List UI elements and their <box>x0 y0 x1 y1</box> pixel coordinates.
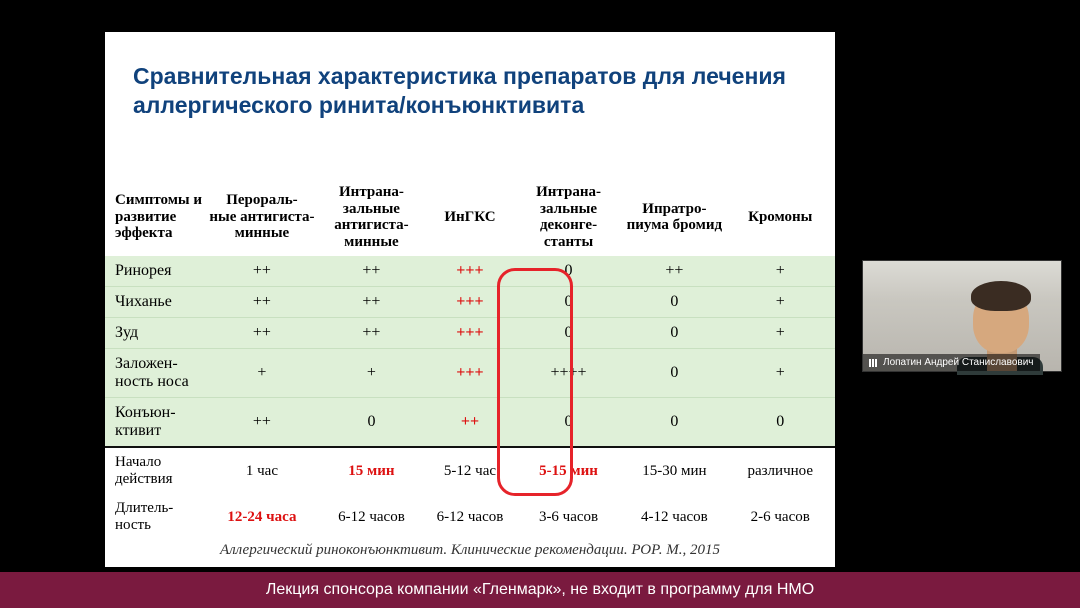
table-cell: ++ <box>317 318 427 349</box>
table-cell: 15 мин <box>317 447 427 494</box>
table-cell: +++ <box>426 256 514 287</box>
table-header-cell: Симптомы и развитие эффекта <box>105 178 207 256</box>
table-cell: 0 <box>514 318 624 349</box>
row-label-cell: Чиханье <box>105 287 207 318</box>
table-cell: 4-12 часов <box>623 494 725 540</box>
table-cell: + <box>725 287 835 318</box>
signal-bars-icon <box>869 359 879 367</box>
table-cell: 0 <box>623 287 725 318</box>
table-cell: + <box>317 349 427 398</box>
table-cell: 6-12 часов <box>426 494 514 540</box>
table-cell: 0 <box>514 287 624 318</box>
row-label-cell: Зуд <box>105 318 207 349</box>
table-cell: + <box>725 349 835 398</box>
sponsor-banner: Лекция спонсора компании «Гленмарк», не … <box>0 572 1080 608</box>
table-cell: +++ <box>426 349 514 398</box>
table-cell: ++ <box>317 287 427 318</box>
slide-title-band: Сравнительная характеристика препаратов … <box>105 32 835 167</box>
row-label-cell: Ринорея <box>105 256 207 287</box>
table-cell: 3-6 часов <box>514 494 624 540</box>
row-label-cell: Длитель-ность <box>105 494 207 540</box>
table-cell: 0 <box>317 398 427 448</box>
table-row: Начало действия1 час15 мин5-12 час5-15 м… <box>105 447 835 494</box>
table-row: Зуд+++++++00+ <box>105 318 835 349</box>
table-cell: ++ <box>207 398 317 448</box>
table-cell: ++ <box>207 318 317 349</box>
table-cell: ++++ <box>514 349 624 398</box>
table-cell: ++ <box>317 256 427 287</box>
table-cell: ++ <box>207 287 317 318</box>
table-cell: 15-30 мин <box>623 447 725 494</box>
table-cell: ++ <box>207 256 317 287</box>
table-cell: 0 <box>623 349 725 398</box>
table-header-cell: Интрана-зальные антигиста-минные <box>317 178 427 256</box>
table-cell: 5-12 час <box>426 447 514 494</box>
table-cell: + <box>725 318 835 349</box>
table-cell: +++ <box>426 318 514 349</box>
row-label-cell: Конъюн-ктивит <box>105 398 207 448</box>
table-row: Заложен-ность носа+++++++++0+ <box>105 349 835 398</box>
table-row: Конъюн-ктивит++0++000 <box>105 398 835 448</box>
slide-title: Сравнительная характеристика препаратов … <box>133 62 807 120</box>
citation: Аллергический риноконъюнктивит. Клиничес… <box>105 542 835 559</box>
speaker-video-thumbnail[interactable]: Лопатин Андрей Станиславович <box>862 260 1062 372</box>
row-label-cell: Начало действия <box>105 447 207 494</box>
speaker-name: Лопатин Андрей Станиславович <box>883 357 1034 368</box>
table-header-cell: Интрана-зальные деконге-станты <box>514 178 624 256</box>
sponsor-banner-text: Лекция спонсора компании «Гленмарк», не … <box>266 581 814 598</box>
table-header-row: Симптомы и развитие эффектаПерораль-ные … <box>105 178 835 256</box>
table-cell: различное <box>725 447 835 494</box>
table-cell: + <box>725 256 835 287</box>
presentation-slide: Сравнительная характеристика препаратов … <box>105 32 835 567</box>
table-cell: 0 <box>514 256 624 287</box>
table-cell: + <box>207 349 317 398</box>
table-cell: 0 <box>725 398 835 448</box>
table-cell: ++ <box>623 256 725 287</box>
table-cell: 1 час <box>207 447 317 494</box>
table-cell: +++ <box>426 287 514 318</box>
table-row: Ринорея+++++++0+++ <box>105 256 835 287</box>
row-label-cell: Заложен-ность носа <box>105 349 207 398</box>
table-row: Длитель-ность12-24 часа6-12 часов6-12 ча… <box>105 494 835 540</box>
table-header-cell: Кромоны <box>725 178 835 256</box>
table-cell: 0 <box>623 398 725 448</box>
speaker-name-tag: Лопатин Андрей Станиславович <box>863 354 1040 371</box>
video-frame: Сравнительная характеристика препаратов … <box>0 0 1080 608</box>
table-row: Чиханье+++++++00+ <box>105 287 835 318</box>
table-cell: 12-24 часа <box>207 494 317 540</box>
table-cell: 6-12 часов <box>317 494 427 540</box>
table-header-cell: Перораль-ные антигиста-минные <box>207 178 317 256</box>
comparison-table: Симптомы и развитие эффектаПерораль-ные … <box>105 178 835 540</box>
table-cell: 5-15 мин <box>514 447 624 494</box>
table-cell: ++ <box>426 398 514 448</box>
table-cell: 0 <box>514 398 624 448</box>
table-cell: 2-6 часов <box>725 494 835 540</box>
table-header-cell: Ипратро-пиума бромид <box>623 178 725 256</box>
table-cell: 0 <box>623 318 725 349</box>
table-header-cell: ИнГКС <box>426 178 514 256</box>
